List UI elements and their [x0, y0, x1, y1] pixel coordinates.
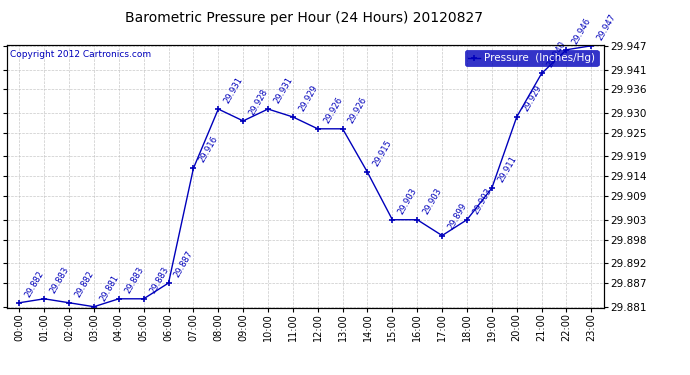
Text: 29.926: 29.926: [347, 95, 369, 124]
Pressure  (Inches/Hg): [15, 300, 23, 305]
Text: 29.911: 29.911: [496, 154, 518, 184]
Pressure  (Inches/Hg): [438, 233, 446, 238]
Text: 29.947: 29.947: [595, 12, 618, 42]
Text: 29.929: 29.929: [297, 83, 319, 113]
Text: 29.882: 29.882: [73, 269, 96, 298]
Text: 29.916: 29.916: [197, 135, 220, 164]
Text: 29.887: 29.887: [172, 249, 195, 279]
Pressure  (Inches/Hg): [413, 217, 422, 222]
Pressure  (Inches/Hg): [513, 115, 521, 119]
Pressure  (Inches/Hg): [339, 126, 347, 131]
Text: Copyright 2012 Cartronics.com: Copyright 2012 Cartronics.com: [10, 50, 151, 59]
Pressure  (Inches/Hg): [463, 217, 471, 222]
Pressure  (Inches/Hg): [587, 44, 595, 48]
Pressure  (Inches/Hg): [65, 300, 73, 305]
Text: 29.903: 29.903: [471, 186, 493, 216]
Pressure  (Inches/Hg): [364, 170, 372, 174]
Pressure  (Inches/Hg): [264, 107, 272, 111]
Text: 29.903: 29.903: [397, 186, 419, 216]
Pressure  (Inches/Hg): [538, 71, 546, 76]
Pressure  (Inches/Hg): [562, 48, 571, 52]
Text: 29.915: 29.915: [372, 139, 394, 168]
Pressure  (Inches/Hg): [314, 126, 322, 131]
Pressure  (Inches/Hg): [90, 304, 98, 309]
Text: 29.883: 29.883: [123, 265, 146, 295]
Text: 29.883: 29.883: [148, 265, 170, 295]
Text: 29.883: 29.883: [48, 265, 71, 295]
Pressure  (Inches/Hg): [214, 107, 222, 111]
Pressure  (Inches/Hg): [164, 281, 172, 285]
Pressure  (Inches/Hg): [388, 217, 397, 222]
Text: 29.931: 29.931: [222, 75, 245, 105]
Pressure  (Inches/Hg): [288, 115, 297, 119]
Text: 29.946: 29.946: [571, 16, 593, 46]
Text: 29.882: 29.882: [23, 269, 46, 298]
Text: 29.929: 29.929: [521, 83, 543, 113]
Text: 29.881: 29.881: [98, 273, 121, 303]
Line: Pressure  (Inches/Hg): Pressure (Inches/Hg): [16, 42, 595, 310]
Pressure  (Inches/Hg): [239, 118, 247, 123]
Text: 29.940: 29.940: [546, 40, 568, 69]
Text: 29.926: 29.926: [322, 95, 344, 124]
Text: 29.903: 29.903: [422, 186, 444, 216]
Pressure  (Inches/Hg): [488, 186, 496, 190]
Pressure  (Inches/Hg): [115, 297, 123, 301]
Legend: Pressure  (Inches/Hg): Pressure (Inches/Hg): [464, 50, 598, 66]
Pressure  (Inches/Hg): [40, 297, 48, 301]
Pressure  (Inches/Hg): [139, 297, 148, 301]
Text: 29.931: 29.931: [272, 75, 295, 105]
Text: Barometric Pressure per Hour (24 Hours) 20120827: Barometric Pressure per Hour (24 Hours) …: [125, 11, 482, 25]
Text: 29.928: 29.928: [247, 87, 270, 117]
Text: 29.899: 29.899: [446, 202, 469, 231]
Pressure  (Inches/Hg): [189, 166, 197, 171]
